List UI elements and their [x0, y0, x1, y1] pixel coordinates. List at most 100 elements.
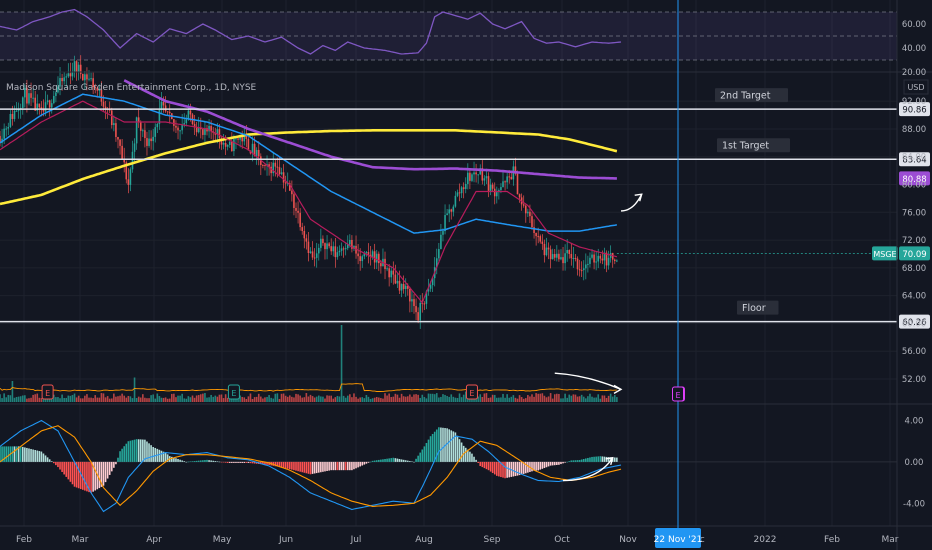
- price-tick-label: 52.00: [902, 375, 926, 385]
- candle-body: [406, 285, 409, 289]
- volume-bar: [477, 396, 479, 402]
- earnings-marker[interactable]: [227, 384, 240, 400]
- macd-histogram-bar: [338, 461, 341, 471]
- candle-body: [152, 136, 154, 142]
- candle-body: [371, 251, 374, 258]
- volume-bar: [50, 398, 53, 402]
- candle-body: [303, 231, 306, 239]
- macd-histogram-bar: [214, 461, 217, 462]
- volume-bar: [173, 393, 175, 402]
- currency-badge[interactable]: [903, 79, 929, 95]
- volume-bar: [148, 398, 150, 402]
- candle-body: [500, 187, 502, 191]
- volume-bar: [330, 395, 332, 402]
- macd-histogram-bar: [522, 461, 525, 474]
- macd-histogram-bar: [599, 456, 602, 462]
- cursor-earnings-marker[interactable]: [672, 386, 684, 402]
- level-label-box: [717, 138, 790, 153]
- macd-histogram-bar: [342, 461, 345, 471]
- rsi-tick-label: 20.00: [902, 68, 926, 78]
- volume-bar: [152, 394, 154, 402]
- macd-histogram-bar: [332, 461, 335, 471]
- candle-body: [88, 78, 90, 80]
- candle-body: [456, 192, 459, 196]
- annotation-arrow[interactable]: [554, 372, 622, 391]
- volume-bar: [257, 393, 260, 402]
- volume-bar: [40, 397, 43, 402]
- volume-pane: EEEE: [0, 325, 685, 402]
- volume-bar: [144, 397, 146, 402]
- signal-line[interactable]: [0, 425, 622, 507]
- earnings-marker[interactable]: [465, 384, 478, 400]
- candle-body: [485, 176, 488, 179]
- candle-body: [576, 258, 579, 270]
- rsi-pane[interactable]: [0, 8, 897, 61]
- volume-bar: [137, 396, 140, 402]
- time-tick-label: Jul: [350, 535, 362, 545]
- volume-bar: [336, 395, 339, 402]
- candle-body: [293, 194, 295, 208]
- macd-histogram-bar: [282, 461, 285, 468]
- candle-body: [427, 288, 430, 292]
- candle-body: [222, 143, 225, 145]
- volume-bar: [446, 395, 448, 402]
- volume-bar: [121, 393, 123, 402]
- ma-long-line[interactable]: [0, 129, 618, 206]
- candle-body: [202, 129, 204, 135]
- volume-bar: [57, 397, 59, 402]
- annotation-arrow[interactable]: [563, 457, 614, 482]
- level-price-text: 90.86: [902, 106, 926, 116]
- volume-bar: [421, 394, 424, 402]
- macd-histogram-bar: [454, 432, 457, 462]
- candle-body: [102, 101, 105, 107]
- volume-bar: [541, 393, 544, 402]
- ma-slow-line[interactable]: [123, 79, 617, 180]
- macd-histogram-bar: [228, 461, 231, 463]
- candle-body: [613, 259, 616, 262]
- volume-bar: [349, 394, 351, 402]
- macd-tick-label: 4.00: [905, 417, 924, 427]
- macd-histogram-bar: [38, 451, 41, 462]
- volume-bar: [587, 396, 589, 402]
- volume-bar: [576, 396, 579, 402]
- candle-body: [197, 127, 200, 133]
- candle-body: [162, 101, 165, 106]
- candle-body: [324, 243, 326, 250]
- macd-histogram-bar: [7, 446, 10, 462]
- volume-bar: [249, 393, 252, 402]
- price-axis[interactable]: 52.00 56.00 60.00 64.00 68.00 72.00 76.00 80.00…: [902, 20, 926, 509]
- ma-mid-line[interactable]: [0, 93, 618, 234]
- macd-histogram-bar: [243, 461, 246, 463]
- candle-body: [508, 176, 511, 178]
- macd-histogram-bar: [164, 452, 167, 462]
- macd-histogram-bar: [226, 461, 229, 463]
- candle-body: [214, 133, 217, 135]
- volume-bar: [251, 398, 254, 402]
- macd-histogram-bar: [42, 453, 45, 462]
- candle-body: [442, 231, 444, 235]
- volume-bar: [531, 394, 533, 402]
- volume-bar: [498, 397, 500, 402]
- earnings-marker[interactable]: [41, 384, 54, 400]
- volume-bar: [382, 398, 384, 402]
- price-pane[interactable]: 2nd Target 90.86 1st Target 83.64 Floor 60.26…: [0, 55, 930, 329]
- macd-histogram-bar: [477, 461, 479, 463]
- volume-bar: [220, 394, 223, 402]
- macd-tick-label: 0.00: [905, 458, 924, 468]
- ma-fast-line[interactable]: [0, 100, 618, 304]
- rsi-line[interactable]: [0, 8, 622, 55]
- candle-body: [328, 243, 330, 247]
- macd-histogram-bar: [86, 461, 88, 492]
- candle-body: [125, 162, 128, 180]
- macd-pane[interactable]: [0, 419, 897, 513]
- volume-bar: [166, 398, 169, 402]
- cursor-date-label: 22 Nov '21: [654, 535, 703, 545]
- candle-body: [605, 252, 608, 266]
- volume-bar: [84, 395, 86, 402]
- macd-line[interactable]: [0, 419, 622, 513]
- volume-bar: [558, 393, 560, 402]
- candle-body: [373, 251, 376, 263]
- symbol-title: Madison Square Garden Entertainment Corp…: [6, 83, 257, 93]
- candle-body: [529, 211, 531, 217]
